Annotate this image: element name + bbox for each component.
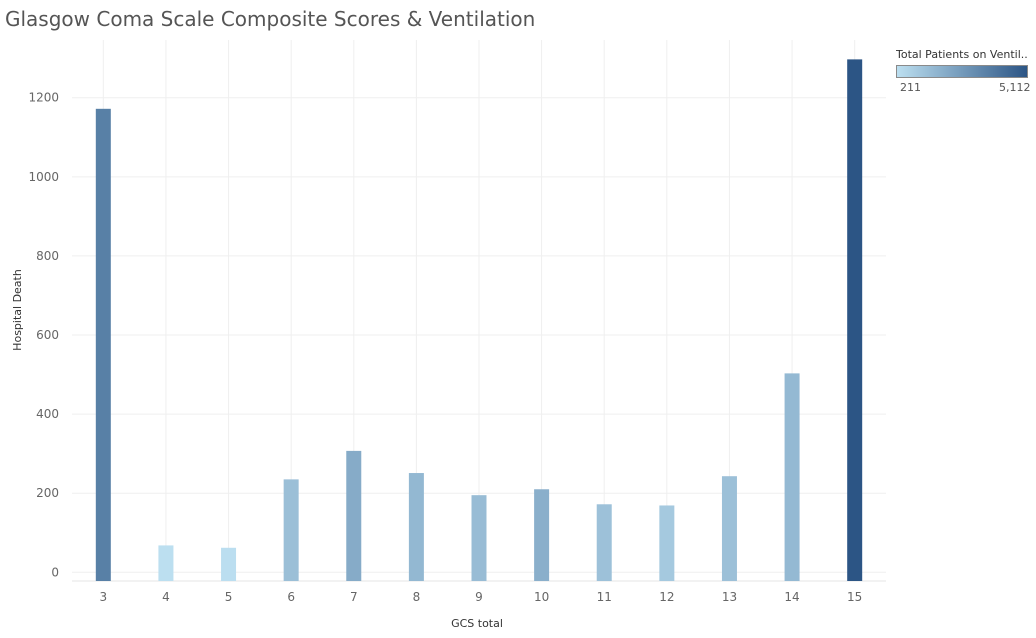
color-legend[interactable]: Total Patients on Ventil.. 211 5,112 <box>896 48 1034 95</box>
bar-gcs-10[interactable] <box>534 489 550 581</box>
y-tick-label: 1200 <box>28 91 59 105</box>
bar-gcs-12[interactable] <box>659 505 675 581</box>
legend-max-label: 5,112 <box>999 81 1031 94</box>
x-tick-label: 9 <box>475 590 483 604</box>
x-tick-label: 12 <box>659 590 674 604</box>
legend-min-label: 211 <box>900 81 921 94</box>
x-axis-label: GCS total <box>451 617 503 630</box>
bar-gcs-3[interactable] <box>95 108 111 581</box>
x-tick-label: 8 <box>413 590 421 604</box>
x-tick-label: 10 <box>534 590 549 604</box>
bars-group <box>95 59 863 581</box>
bar-gcs-8[interactable] <box>408 473 424 581</box>
x-axis-ticks: 3 4 5 6 7 8 9 10 11 12 13 14 15 <box>99 590 862 604</box>
x-tick-label: 15 <box>847 590 862 604</box>
bar-gcs-4[interactable] <box>158 545 174 581</box>
y-axis-ticks: 0 200 400 600 800 1000 1200 <box>28 91 59 580</box>
bar-gcs-6[interactable] <box>283 479 299 581</box>
y-tick-label: 1000 <box>28 170 59 184</box>
legend-title: Total Patients on Ventil.. <box>896 48 1028 61</box>
y-tick-label: 0 <box>51 565 59 579</box>
y-tick-label: 400 <box>36 407 59 421</box>
bar-gcs-5[interactable] <box>221 547 237 581</box>
x-tick-label: 11 <box>597 590 612 604</box>
x-tick-label: 3 <box>99 590 107 604</box>
y-tick-label: 600 <box>36 328 59 342</box>
bar-gcs-15[interactable] <box>847 59 863 581</box>
x-tick-label: 6 <box>287 590 295 604</box>
y-axis-label: Hospital Death <box>11 269 24 351</box>
chart-title: Glasgow Coma Scale Composite Scores & Ve… <box>5 7 536 31</box>
bar-gcs-9[interactable] <box>471 495 487 581</box>
bar-gcs-11[interactable] <box>596 504 612 581</box>
x-tick-label: 14 <box>784 590 799 604</box>
legend-gradient-bar <box>896 65 1028 78</box>
y-tick-label: 200 <box>36 486 59 500</box>
x-tick-label: 13 <box>722 590 737 604</box>
bar-gcs-7[interactable] <box>346 450 362 581</box>
bar-gcs-14[interactable] <box>784 373 800 581</box>
x-tick-label: 4 <box>162 590 170 604</box>
x-tick-label: 7 <box>350 590 358 604</box>
x-tick-label: 5 <box>225 590 233 604</box>
y-tick-label: 800 <box>36 249 59 263</box>
bar-gcs-13[interactable] <box>721 476 737 581</box>
